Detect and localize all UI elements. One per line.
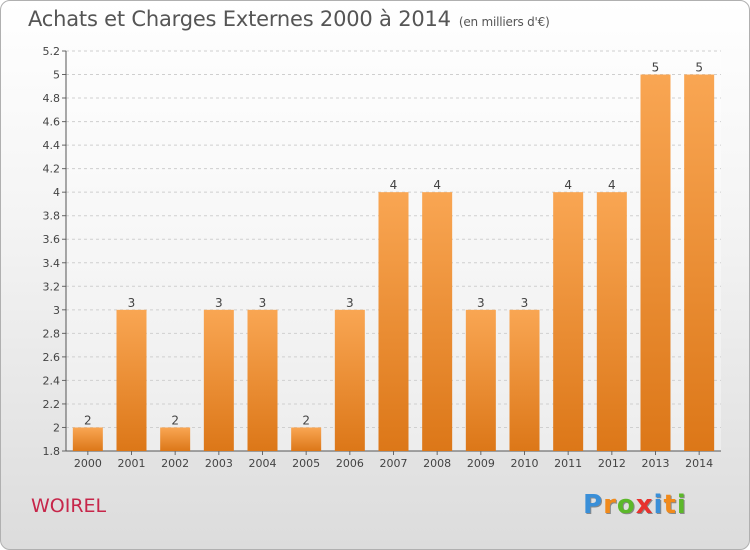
logo-letter: x (635, 490, 654, 520)
data-label: 2 (84, 413, 92, 427)
bar (640, 74, 671, 451)
x-tick-label: 2002 (161, 457, 189, 470)
data-label: 3 (477, 296, 485, 310)
y-tick-label: 5 (53, 69, 60, 82)
x-tick-label: 2011 (554, 457, 582, 470)
commune-name: WOIREL (31, 495, 107, 517)
y-tick-label: 2 (53, 421, 60, 434)
y-tick-label: 4 (53, 186, 60, 199)
x-tick-label: 2006 (336, 457, 364, 470)
bar (684, 74, 715, 451)
x-tick-label: 2010 (511, 457, 539, 470)
bar (116, 309, 147, 451)
logo-letter: o (616, 490, 636, 520)
bar (334, 309, 365, 451)
bar (378, 192, 409, 452)
bar (203, 309, 234, 451)
y-tick-label: 3.4 (43, 257, 61, 270)
y-tick-label: 5.2 (43, 45, 61, 58)
x-tick-label: 2005 (292, 457, 320, 470)
x-tick-label: 2001 (118, 457, 146, 470)
logo-letter: P (583, 490, 604, 520)
data-label: 4 (390, 178, 398, 192)
chart-title-row: Achats et Charges Externes 2000 à 2014 (e… (28, 7, 550, 31)
data-label: 5 (695, 61, 703, 75)
bar (553, 192, 584, 452)
y-tick-label: 2.6 (43, 351, 61, 364)
bar (509, 309, 540, 451)
y-tick-label: 3.8 (43, 210, 61, 223)
y-tick-label: 2.2 (43, 398, 61, 411)
data-label: 5 (652, 61, 660, 75)
data-label: 3 (346, 296, 354, 310)
y-tick-label: 4.4 (43, 139, 61, 152)
chart-subtitle: (en milliers d'€) (458, 15, 550, 29)
data-label: 2 (302, 413, 310, 427)
x-tick-label: 2000 (74, 457, 102, 470)
x-tick-label: 2009 (467, 457, 495, 470)
data-label: 3 (128, 296, 136, 310)
bar (422, 192, 453, 452)
y-tick-label: 4.8 (43, 92, 61, 105)
bar (247, 309, 278, 451)
logo-letter: i (676, 490, 687, 520)
data-label: 4 (564, 178, 572, 192)
data-label: 4 (608, 178, 616, 192)
data-label: 3 (521, 296, 529, 310)
data-label: 3 (215, 296, 223, 310)
data-label: 4 (433, 178, 441, 192)
logo-letter: t (663, 490, 677, 520)
y-tick-label: 4.6 (43, 116, 61, 129)
y-tick-label: 3.2 (43, 280, 61, 293)
bar (596, 192, 627, 452)
y-tick-label: 2.8 (43, 327, 61, 340)
y-tick-label: 3 (53, 304, 60, 317)
bar (465, 309, 496, 451)
data-label: 2 (171, 413, 179, 427)
x-tick-label: 2013 (642, 457, 670, 470)
y-tick-label: 4.2 (43, 163, 61, 176)
y-tick-label: 1.8 (43, 445, 61, 458)
data-label: 3 (259, 296, 267, 310)
x-tick-label: 2004 (249, 457, 277, 470)
logo-letter: r (603, 490, 617, 520)
bar (291, 427, 322, 451)
chart-title: Achats et Charges Externes 2000 à 2014 (28, 7, 451, 31)
x-tick-label: 2008 (423, 457, 451, 470)
y-tick-label: 3.6 (43, 233, 61, 246)
x-tick-label: 2003 (205, 457, 233, 470)
logo-letter: i (653, 490, 664, 520)
bar (160, 427, 191, 451)
x-tick-label: 2007 (380, 457, 408, 470)
x-tick-label: 2014 (685, 457, 713, 470)
proxiti-logo: Proxiti (583, 490, 687, 520)
x-tick-label: 2012 (598, 457, 626, 470)
bar (72, 427, 103, 451)
y-tick-label: 2.4 (43, 374, 61, 387)
